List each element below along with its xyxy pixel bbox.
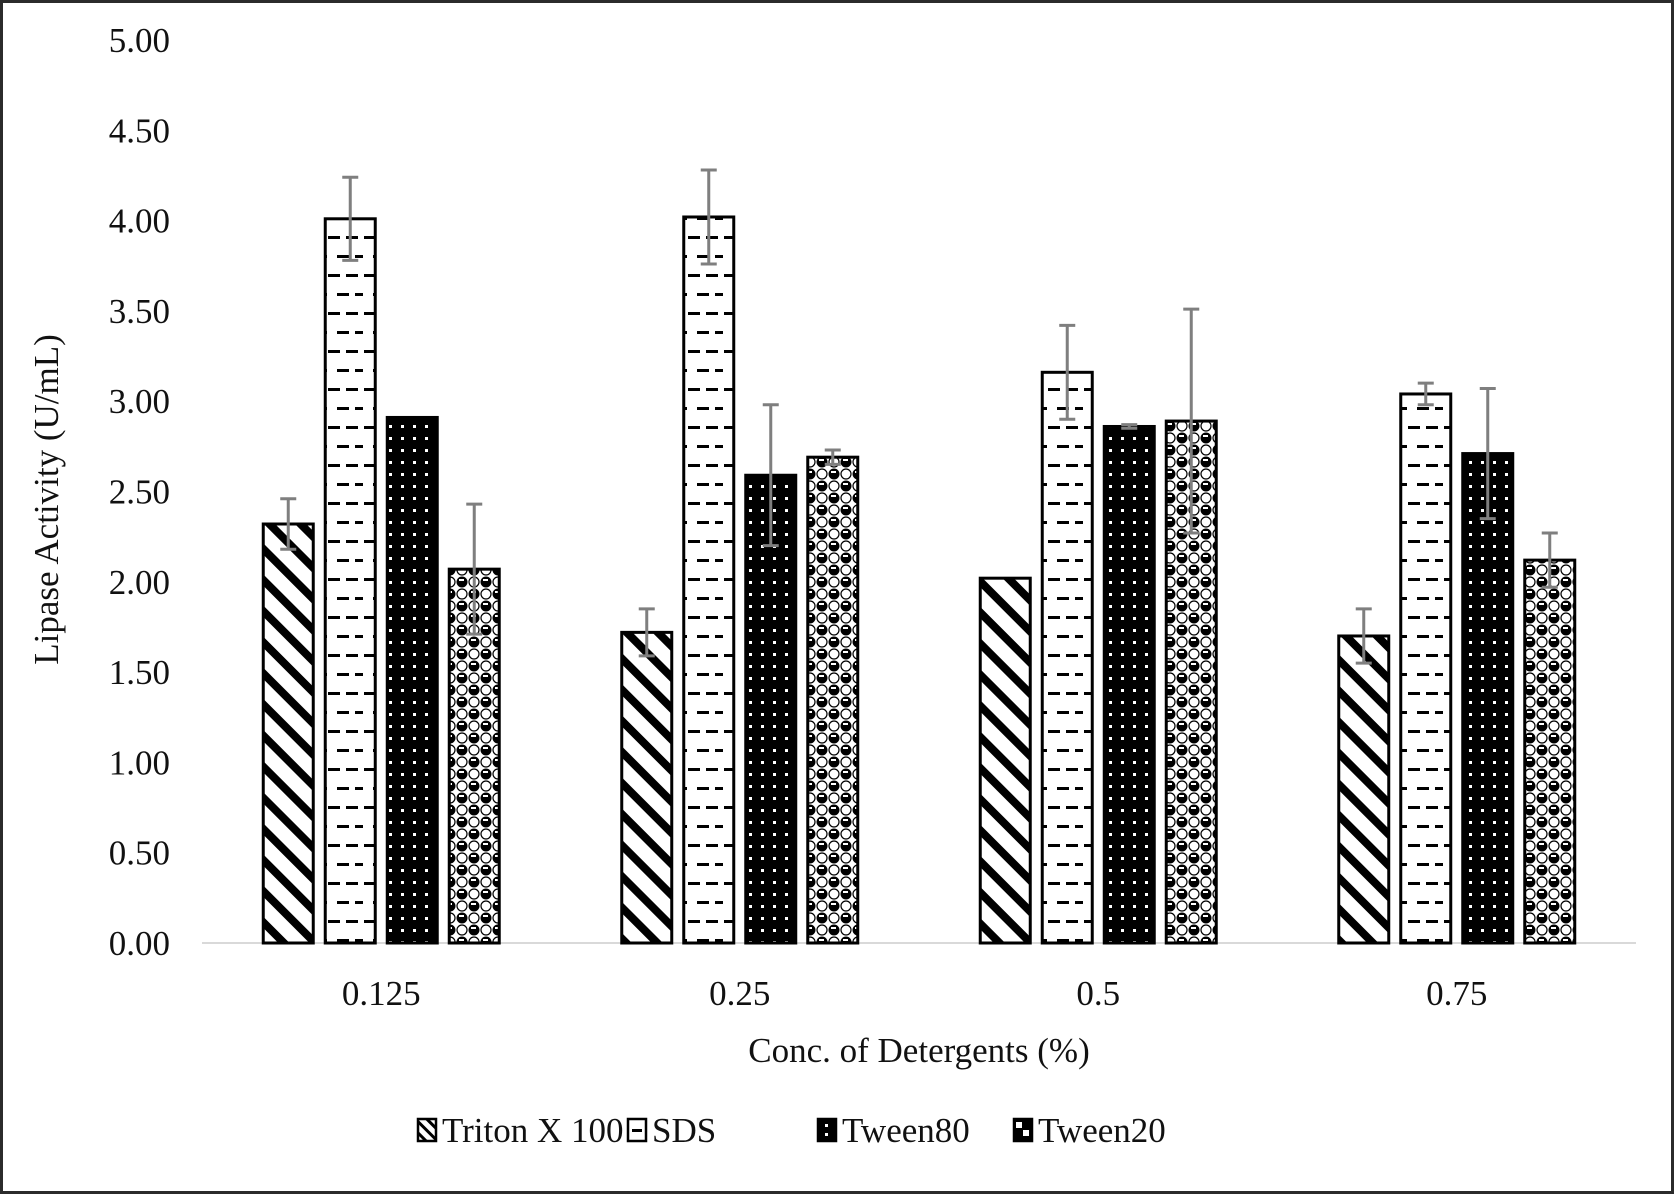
y-axis-title: Lipase Activity (U/mL)	[27, 334, 66, 664]
error-bar-tween20-0.5	[1183, 307, 1200, 535]
legend-label: Triton X 100	[442, 1111, 624, 1150]
bar-triton-x-100-0.25	[620, 630, 674, 945]
bar-tween20-0.25	[806, 455, 860, 945]
legend-label: Tween80	[842, 1111, 970, 1150]
bar-tween20-0.5	[1164, 419, 1218, 945]
y-tick-label: 1.50	[109, 653, 170, 692]
bar-tween80-0.125	[385, 415, 439, 945]
legend-swatch-icon	[416, 1117, 438, 1143]
error-bar-sds-0.75	[1417, 381, 1434, 407]
error-bar-tween20-0.125	[466, 502, 483, 636]
legend-label: SDS	[652, 1111, 716, 1150]
y-tick-label: 4.50	[109, 111, 170, 150]
error-bar-sds-0.125	[342, 175, 359, 262]
error-bar-triton-x-100-0.25	[638, 607, 655, 658]
error-bar-sds-0.25	[700, 168, 717, 266]
error-bar-triton-x-100-0.125	[280, 497, 297, 551]
legend-swatch-icon	[816, 1117, 838, 1143]
bar-sds-0.25	[682, 215, 736, 945]
y-tick-label: 3.00	[109, 382, 170, 421]
error-bar-tween80-0.75	[1479, 387, 1496, 521]
y-tick-label: 0.00	[109, 924, 170, 963]
bars-layer	[261, 215, 1577, 945]
bar-triton-x-100-0.5	[978, 576, 1032, 945]
y-tick-label: 0.50	[109, 834, 170, 873]
legend-label: Tween20	[1038, 1111, 1166, 1150]
bar-sds-0.75	[1399, 392, 1453, 945]
y-tick-label: 2.00	[109, 563, 170, 602]
legend-item-tween20: Tween20	[1012, 1111, 1166, 1150]
y-tick-label: 4.00	[109, 202, 170, 241]
y-tick-label: 1.00	[109, 743, 170, 782]
x-tick-label: 0.25	[709, 974, 770, 1013]
legend-item-sds: SDS	[626, 1111, 716, 1150]
bar-triton-x-100-0.125	[261, 522, 315, 945]
y-axis-ticks: 0.00 0.50 1.00 1.50 2.00 2.50 3.00 3.50 4.00 4.50…	[109, 21, 170, 963]
error-bar-tween80-0.5	[1121, 423, 1138, 430]
bar-sds-0.125	[323, 217, 377, 945]
y-tick-label: 5.00	[109, 21, 170, 60]
bar-triton-x-100-0.75	[1337, 634, 1391, 945]
legend-item-tween80: Tween80	[816, 1111, 970, 1150]
x-tick-label: 0.75	[1426, 974, 1487, 1013]
bar-tween80-0.5	[1102, 424, 1156, 945]
legend-item-triton-x-100: Triton X 100	[416, 1111, 624, 1150]
error-bar-triton-x-100-0.75	[1355, 607, 1372, 665]
legend: Triton X 100 SDS Tween80 Tween20	[416, 1111, 1166, 1150]
bar-sds-0.5	[1040, 370, 1094, 945]
x-tick-label: 0.5	[1076, 974, 1120, 1013]
error-bar-sds-0.5	[1059, 323, 1076, 421]
x-axis-ticks: 0.125 0.25 0.5 0.75	[342, 974, 1488, 1013]
error-bar-tween20-0.75	[1541, 531, 1558, 589]
x-axis-title: Conc. of Detergents (%)	[748, 1031, 1089, 1070]
bar-tween20-0.75	[1523, 558, 1577, 945]
error-bars-layer	[280, 168, 1558, 665]
y-tick-label: 3.50	[109, 292, 170, 331]
y-tick-label: 2.50	[109, 473, 170, 512]
error-bar-tween20-0.25	[824, 448, 841, 466]
x-tick-label: 0.125	[342, 974, 421, 1013]
error-bar-tween80-0.25	[762, 403, 779, 548]
bar-tween80-0.75	[1461, 452, 1515, 945]
